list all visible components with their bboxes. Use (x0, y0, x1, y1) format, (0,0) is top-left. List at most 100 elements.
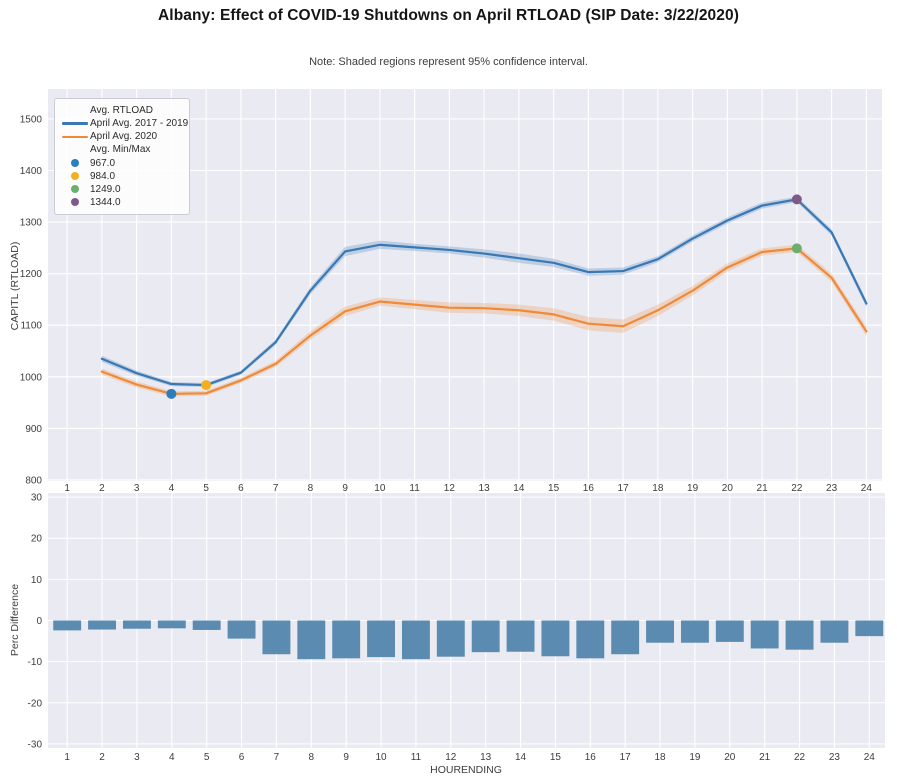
top-x-tick-label: 19 (687, 483, 699, 494)
perc-difference-bar (576, 620, 605, 659)
perc-difference-bar (88, 620, 117, 630)
top-x-tick-label: 11 (409, 483, 420, 494)
bottom-x-tick-label: 14 (515, 752, 527, 763)
perc-difference-bar (506, 620, 535, 652)
top-x-tick-label: 21 (757, 483, 769, 494)
max-2020-marker (791, 243, 802, 254)
top-x-tick-label: 6 (238, 483, 244, 494)
top-x-tick-label: 7 (273, 483, 279, 494)
perc-difference-bar (715, 620, 744, 642)
top-x-tick-label: 9 (342, 483, 348, 494)
bottom-y-tick-label: 20 (31, 534, 43, 545)
bottom-y-tick-label: -30 (28, 739, 43, 750)
legend-group-title-minmax: Avg. Min/Max (59, 143, 185, 156)
top-y-tick-label: 1100 (20, 321, 42, 332)
max-hist-marker (791, 194, 802, 205)
top-x-tick-label: 3 (134, 483, 140, 494)
legend-label-2020: April Avg. 2020 (90, 131, 158, 143)
top-y-tick-label: 800 (25, 475, 42, 486)
legend-label-min-2020: 967.0 (90, 157, 116, 169)
top-y-tick-label: 1500 (20, 114, 43, 125)
y2020-series-line (100, 247, 868, 395)
perc-difference-bar (297, 620, 326, 660)
min-hist-dot-icon (70, 172, 79, 181)
bottom-x-tick-label: 22 (794, 752, 806, 763)
bottom-y-tick-label: 0 (36, 616, 42, 627)
legend-item-2020: April Avg. 2020 (59, 130, 185, 143)
bottom-x-tick-label: 2 (99, 752, 105, 763)
bottom-x-tick-label: 9 (343, 752, 349, 763)
min-2020-dot-icon (70, 159, 79, 168)
top-x-tick-label: 24 (861, 483, 873, 494)
top-y-tick-label: 1200 (20, 269, 43, 280)
perc-difference-bar (471, 620, 500, 653)
bottom-x-tick-label: 15 (550, 752, 562, 763)
bottom-x-tick-label: 17 (620, 752, 632, 763)
bottom-y-tick-label: 30 (31, 493, 43, 504)
bottom-x-tick-label: 3 (134, 752, 140, 763)
perc-difference-bar (53, 620, 82, 631)
bottom-x-tick-label: 19 (689, 752, 701, 763)
legend-item-hist: April Avg. 2017 - 2019 (59, 117, 189, 130)
top-y-tick-label: 1400 (20, 166, 43, 177)
legend-group-title-rtload: Avg. RTLOAD (59, 104, 185, 117)
max-hist-dot-icon (70, 198, 79, 207)
perc-difference-bar (855, 620, 884, 637)
top-x-tick-label: 18 (652, 483, 664, 494)
perc-difference-bar (541, 620, 570, 657)
perc-difference-bar (436, 620, 465, 657)
bottom-x-axis-label: HOURENDING (430, 764, 502, 776)
bottom-y-tick-label: 10 (31, 575, 43, 586)
min-2020-marker (166, 388, 177, 399)
bottom-y-tick-label: -20 (28, 698, 43, 709)
bottom-x-tick-label: 16 (585, 752, 597, 763)
bottom-x-tick-label: 1 (64, 752, 70, 763)
top-y-tick-label: 1300 (20, 218, 43, 229)
bottom-x-tick-label: 13 (480, 752, 492, 763)
perc-difference-bar (785, 620, 814, 650)
top-x-tick-label: 15 (548, 483, 560, 494)
y2020-line-swatch-icon (61, 135, 88, 139)
top-x-tick-label: 13 (479, 483, 491, 494)
bottom-x-tick-label: 7 (274, 752, 280, 763)
legend-item-min-2020: 967.0 (59, 157, 185, 170)
bottom-x-tick-label: 12 (445, 752, 457, 763)
perc-difference-bar (227, 620, 256, 639)
bottom-x-tick-label: 18 (654, 752, 666, 763)
chart-note: Note: Shaded regions represent 95% confi… (309, 56, 588, 68)
legend-item-min-hist: 984.0 (59, 170, 185, 183)
legend-item-max-hist: 1344.0 (59, 196, 185, 209)
perc-difference-bar (367, 620, 396, 658)
bottom-x-tick-label: 21 (759, 752, 771, 763)
chart-title: Albany: Effect of COVID-19 Shutdowns on … (158, 7, 739, 24)
top-x-tick-label: 23 (826, 483, 838, 494)
top-x-tick-label: 16 (583, 483, 595, 494)
top-x-tick-label: 14 (513, 483, 525, 494)
perc-difference-bar (332, 620, 361, 659)
bottom-x-tick-label: 5 (204, 752, 210, 763)
top-x-tick-label: 4 (169, 483, 175, 494)
bottom-x-tick-label: 4 (169, 752, 175, 763)
hist-series-line (100, 198, 868, 387)
bottom-x-tick-label: 6 (239, 752, 245, 763)
top-x-tick-label: 22 (791, 483, 803, 494)
bottom-y-axis-label: Perc Difference (9, 583, 21, 657)
legend-label-hist: April Avg. 2017 - 2019 (90, 118, 189, 130)
legend-label-min-hist: 984.0 (90, 170, 116, 182)
max-2020-dot-icon (70, 185, 79, 194)
top-x-tick-label: 12 (444, 483, 456, 494)
bottom-x-tick-label: 11 (411, 752, 422, 763)
perc-difference-bar (192, 620, 221, 630)
bottom-x-tick-label: 20 (724, 752, 736, 763)
top-x-tick-label: 5 (203, 483, 209, 494)
bottom-x-tick-label: 10 (375, 752, 387, 763)
perc-difference-bar (820, 620, 849, 643)
legend-title-text: Avg. Min/Max (90, 144, 151, 156)
bottom-y-tick-label: -10 (28, 657, 43, 668)
perc-difference-bar (262, 620, 291, 655)
top-x-tick-label: 8 (308, 483, 314, 494)
top-y-axis-label: CAPITL (RTLOAD) (9, 241, 21, 331)
hist-line-swatch-icon (61, 122, 88, 125)
top-x-tick-label: 20 (722, 483, 734, 494)
